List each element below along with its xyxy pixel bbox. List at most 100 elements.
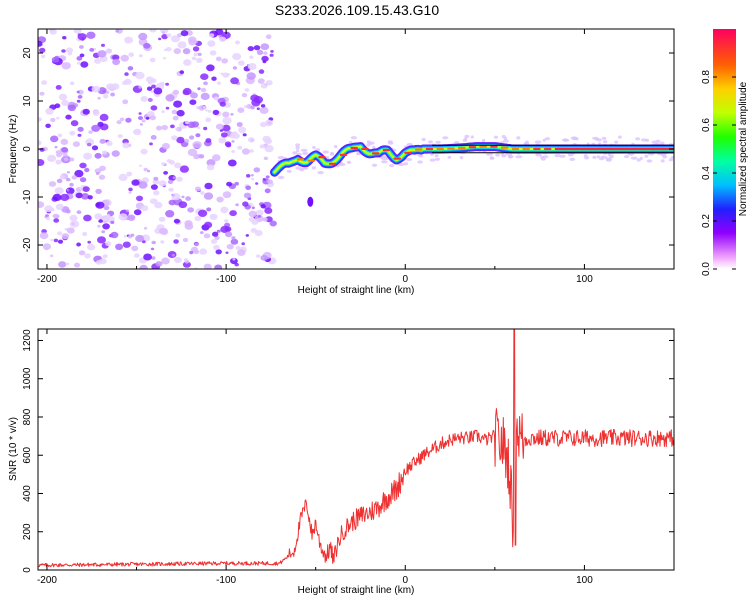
noise-blob: [50, 135, 59, 143]
noise-blob: [215, 29, 224, 36]
noise-blob: [221, 58, 228, 64]
noise-blob: [163, 171, 169, 175]
track-halo: [489, 156, 494, 160]
noise-blob: [153, 190, 160, 196]
noise-blob: [118, 173, 128, 181]
y-tick-label: 20: [22, 47, 33, 59]
noise-blob: [196, 57, 203, 63]
noise-blob: [269, 53, 274, 57]
noise-blob: [79, 177, 87, 183]
noise-blob: [220, 72, 224, 76]
noise-blob: [241, 148, 250, 155]
noise-blob: [176, 176, 183, 182]
noise-blob: [69, 130, 76, 136]
noise-blob: [166, 33, 172, 38]
noise-blob: [84, 253, 91, 259]
track-halo: [277, 155, 285, 160]
noise-blob: [187, 207, 195, 213]
noise-blob: [131, 245, 139, 252]
y-tick-label: 800: [22, 408, 33, 425]
track-halo: [542, 155, 549, 159]
noise-blob: [216, 229, 221, 233]
noise-blob: [57, 239, 64, 244]
noise-blob: [231, 236, 236, 240]
noise-blob: [61, 62, 71, 70]
noise-blob: [95, 201, 105, 209]
noise-blob: [138, 32, 148, 41]
noise-blob: [139, 123, 143, 126]
noise-blob: [45, 108, 54, 115]
noise-blob: [38, 117, 43, 122]
noise-blob: [65, 209, 71, 214]
track-halo: [569, 157, 576, 161]
noise-blob: [53, 238, 59, 243]
noise-blob: [173, 239, 179, 244]
noise-blob: [197, 87, 201, 91]
track-halo: [447, 155, 452, 159]
noise-blob: [185, 196, 192, 201]
noise-blob: [184, 120, 190, 125]
colorbar-ticks: 0.0 0.2 0.4 0.6 0.8: [701, 70, 736, 276]
noise-blob: [174, 256, 182, 264]
noise-blob: [202, 105, 207, 109]
noise-blob: [128, 191, 132, 194]
noise-blob: [176, 109, 185, 117]
noise-blob: [189, 250, 194, 255]
noise-blob: [111, 150, 120, 157]
noise-blob: [149, 57, 156, 63]
track-halo: [381, 160, 388, 164]
track-halo: [645, 138, 650, 142]
noise-blob: [136, 195, 143, 202]
noise-blob: [224, 219, 229, 223]
track-halo: [644, 154, 649, 158]
track-halo: [655, 139, 661, 143]
noise-blob: [77, 33, 87, 41]
noise-blob: [253, 96, 263, 104]
noise-blob: [189, 135, 195, 140]
noise-blob: [178, 201, 188, 209]
noise-blob: [150, 184, 158, 190]
noise-blob: [219, 36, 227, 42]
noise-blob: [138, 181, 148, 189]
noise-blob: [250, 174, 254, 177]
noise-blob: [262, 135, 271, 143]
noise-blob: [55, 85, 62, 90]
noise-blob: [262, 60, 267, 64]
noise-blob: [197, 52, 202, 57]
noise-blob: [194, 186, 202, 192]
colorbar-label: Normalized spectral amplitude: [738, 81, 749, 216]
track-halo: [523, 142, 528, 146]
noise-blob: [261, 55, 269, 62]
noise-blob: [65, 177, 71, 182]
noise-blob: [76, 56, 83, 61]
snr-x-axis: -200 -100 0 100: [37, 329, 675, 586]
noise-blob: [195, 133, 201, 138]
noise-blob: [105, 241, 112, 247]
noise-blob: [172, 89, 180, 95]
noise-blob: [88, 130, 93, 134]
noise-blob: [212, 109, 220, 115]
noise-blob: [260, 104, 266, 108]
noise-blob: [127, 214, 136, 221]
y-tick-label: 400: [22, 485, 33, 502]
noise-blob: [211, 76, 217, 81]
noise-blob: [215, 123, 224, 130]
noise-blob: [69, 182, 74, 187]
noise-blob: [76, 99, 81, 103]
colorbar-tick-label: 0.0: [701, 262, 712, 276]
noise-blob: [58, 261, 67, 268]
noise-blob: [181, 195, 185, 199]
noise-blob: [153, 87, 163, 95]
noise-blob: [112, 54, 120, 61]
track-halo: [295, 143, 300, 147]
track-halo: [296, 149, 300, 153]
noise-blob: [161, 110, 165, 114]
noise-blob: [49, 29, 57, 35]
track-halo: [403, 162, 409, 166]
track-halo: [516, 136, 521, 140]
noise-blob: [66, 171, 70, 174]
noise-blob: [219, 129, 223, 132]
noise-blob: [198, 154, 205, 159]
noise-blob: [130, 233, 135, 237]
